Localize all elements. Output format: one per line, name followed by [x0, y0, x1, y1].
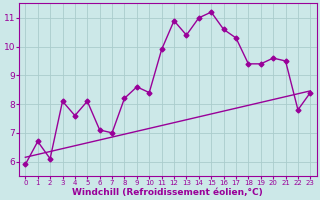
X-axis label: Windchill (Refroidissement éolien,°C): Windchill (Refroidissement éolien,°C)	[72, 188, 263, 197]
